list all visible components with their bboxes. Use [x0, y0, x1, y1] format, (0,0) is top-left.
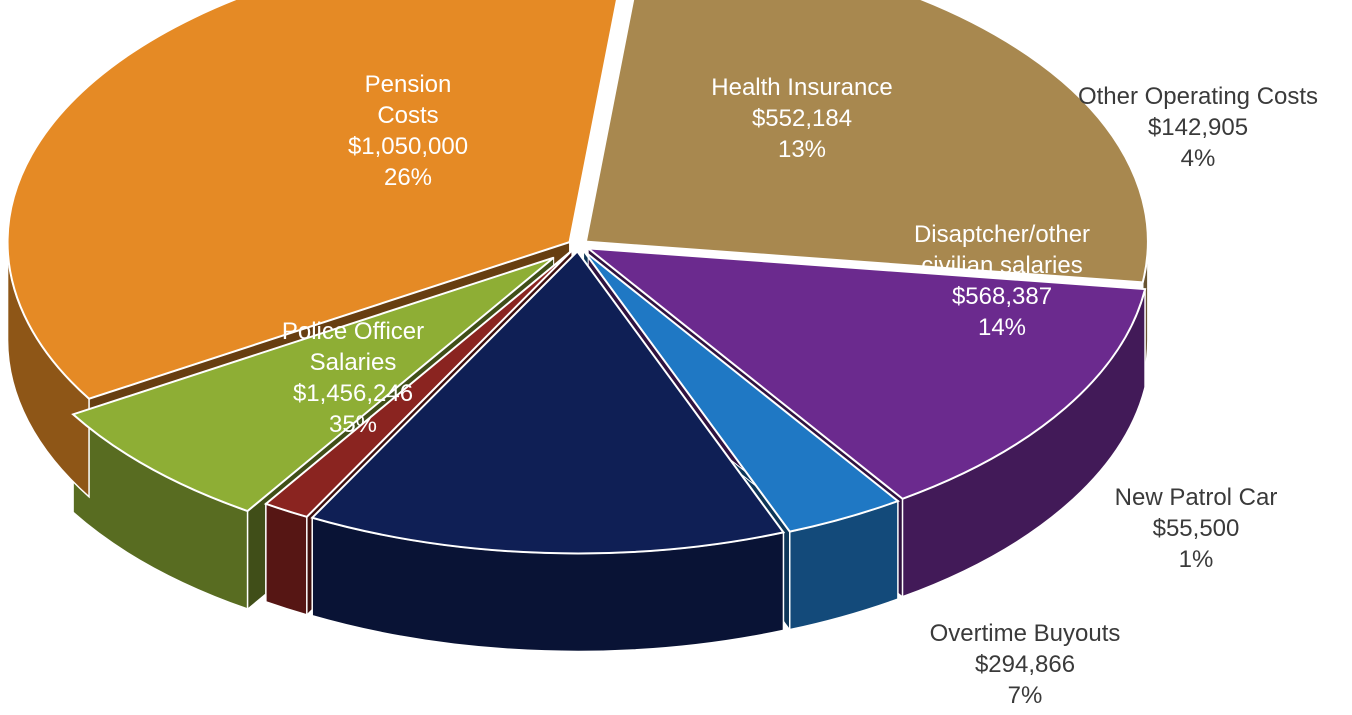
slice-police-officer-salaries: [6, 0, 618, 400]
slice-value: $1,456,246: [293, 380, 413, 407]
slice-overtime-buyouts: [71, 256, 555, 513]
slice-label: New Patrol Car $55,500 1%: [1115, 484, 1278, 573]
slice-percent: 7%: [1008, 682, 1043, 709]
slice-disaptcher-other-civilian-salaries: [310, 249, 786, 555]
slice-label: Overtime Buyouts $294,866 7%: [930, 620, 1121, 709]
slice-health-insurance: [585, 247, 1147, 500]
slice-label: Police Officer Salaries $1,456,246 35%: [282, 318, 424, 438]
slice-percent: 35%: [329, 411, 377, 438]
slice-value: $552,184: [752, 105, 852, 132]
slice-label: Health Insurance $552,184 13%: [711, 74, 892, 163]
slice-value: $142,905: [1148, 114, 1248, 141]
slice-name: Disaptcher/other: [914, 221, 1090, 248]
slice-labels: Pension Costs $1,050,000 26% Health Insuranc…: [282, 71, 1318, 709]
slice-percent: 4%: [1181, 145, 1216, 172]
slice-percent: 26%: [384, 164, 432, 191]
slice-percent: 1%: [1179, 546, 1214, 573]
slice-percent: 13%: [778, 136, 826, 163]
slice-other-operating-costs: [582, 249, 900, 533]
slice-value: $1,050,000: [348, 133, 468, 160]
slice-name: Other Operating Costs: [1078, 83, 1318, 110]
slice-name: civilian salaries: [921, 252, 1082, 279]
slice-name: Pension: [365, 71, 452, 98]
slice-name: Overtime Buyouts: [930, 620, 1121, 647]
slice-value: $568,387: [952, 283, 1052, 310]
slice-label: Pension Costs $1,050,000 26%: [348, 71, 468, 191]
slice-name: New Patrol Car: [1115, 484, 1278, 511]
slice-name: Health Insurance: [711, 74, 892, 101]
slice-new-patrol-car: [263, 249, 573, 518]
slice-pension-costs: [584, 0, 1149, 284]
slice-side: [265, 502, 308, 616]
slice-name: Costs: [377, 102, 438, 129]
slice-value: $55,500: [1153, 515, 1240, 542]
slice-percent: 14%: [978, 314, 1026, 341]
slice-label: Other Operating Costs $142,905 4%: [1078, 83, 1318, 172]
slice-value: $294,866: [975, 651, 1075, 678]
slice-name: Salaries: [310, 349, 397, 376]
slice-tops: [6, 0, 1149, 555]
slice-name: Police Officer: [282, 318, 424, 345]
slice-label: Disaptcher/other civilian salaries $568,38…: [914, 221, 1090, 341]
